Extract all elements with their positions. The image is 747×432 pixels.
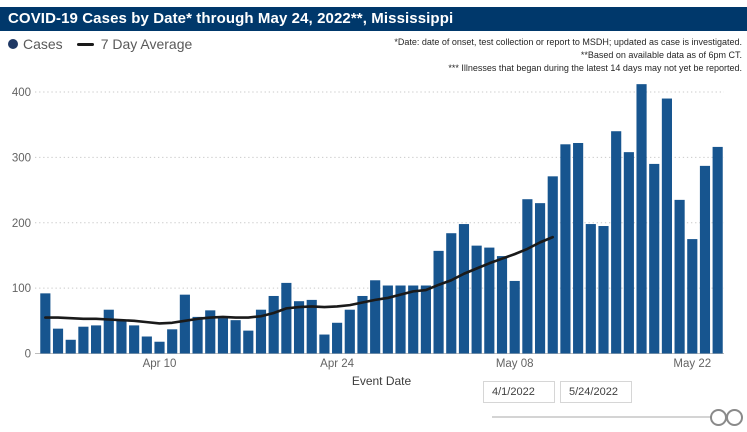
case-bar[interactable] xyxy=(661,98,672,354)
date-range-slider-handle-start[interactable] xyxy=(710,409,727,426)
case-bar[interactable] xyxy=(129,325,140,354)
case-bar[interactable] xyxy=(344,309,355,354)
cases-dot-icon xyxy=(8,39,18,49)
x-tick-label: Apr 24 xyxy=(320,358,354,370)
case-bar[interactable] xyxy=(217,318,229,354)
case-bar[interactable] xyxy=(547,176,558,354)
seven-day-average-line xyxy=(44,235,555,325)
legend-cases-label: Cases xyxy=(23,36,63,52)
case-bar[interactable] xyxy=(91,325,102,354)
case-bar[interactable] xyxy=(179,294,190,354)
case-bar[interactable] xyxy=(573,142,584,354)
title-bar-background xyxy=(0,7,747,31)
case-bar[interactable] xyxy=(103,309,114,354)
y-tick-label: 400 xyxy=(12,87,31,99)
case-bar[interactable] xyxy=(205,310,216,354)
footnotes: *Date: date of onset, test collection or… xyxy=(394,36,742,75)
case-bar[interactable] xyxy=(357,295,368,354)
case-bar[interactable] xyxy=(281,282,292,354)
y-tick-label: 100 xyxy=(12,283,31,295)
legend-avg-label: 7 Day Average xyxy=(100,36,193,52)
case-bar[interactable] xyxy=(484,247,495,354)
title-bar: COVID-19 Cases by Date* through May 24, … xyxy=(0,7,747,31)
footnote-data-asof: **Based on available data as of 6pm CT. xyxy=(580,50,742,60)
case-bar[interactable] xyxy=(420,285,431,354)
case-bar[interactable] xyxy=(370,280,381,354)
case-bar[interactable] xyxy=(395,285,406,354)
case-bar[interactable] xyxy=(293,301,305,354)
case-bar[interactable] xyxy=(332,322,343,354)
case-bar[interactable] xyxy=(382,285,393,354)
case-bar[interactable] xyxy=(116,319,127,354)
case-bar[interactable] xyxy=(78,326,89,354)
case-bar[interactable] xyxy=(306,299,317,354)
case-bar[interactable] xyxy=(471,245,482,354)
date-range-slider-handle-end[interactable] xyxy=(726,409,743,426)
footnote-latest14: *** Illnesses that began during the late… xyxy=(448,63,742,73)
case-bar[interactable] xyxy=(243,330,254,354)
case-bar[interactable] xyxy=(192,316,203,354)
case-bar[interactable] xyxy=(585,224,596,354)
chart-legend: Cases 7 Day Average xyxy=(8,35,192,53)
case-bar[interactable] xyxy=(65,339,76,354)
case-bar[interactable] xyxy=(623,152,634,354)
page-title: COVID-19 Cases by Date* through May 24, … xyxy=(8,10,454,27)
case-bar[interactable] xyxy=(255,309,267,354)
y-tick-label: 300 xyxy=(12,152,31,164)
case-bar[interactable] xyxy=(319,334,330,354)
end-date-input[interactable] xyxy=(560,381,632,403)
footnote-date: *Date: date of onset, test collection or… xyxy=(394,37,742,47)
avg-line-icon xyxy=(76,42,94,46)
x-tick-label: May 08 xyxy=(496,358,534,370)
case-bar[interactable] xyxy=(674,199,685,354)
case-bar[interactable] xyxy=(154,341,165,354)
case-bar[interactable] xyxy=(712,146,723,354)
case-bar[interactable] xyxy=(636,84,647,354)
case-bar[interactable] xyxy=(649,163,660,354)
case-bar[interactable] xyxy=(230,320,241,354)
case-bar[interactable] xyxy=(687,239,698,354)
case-bar[interactable] xyxy=(433,250,444,354)
case-bar[interactable] xyxy=(598,226,609,354)
x-tick-label: May 22 xyxy=(673,358,711,370)
y-tick-label: 0 xyxy=(25,349,31,361)
case-bar[interactable] xyxy=(446,233,457,354)
case-bar[interactable] xyxy=(141,336,152,354)
case-bar[interactable] xyxy=(534,203,546,354)
start-date-input[interactable] xyxy=(483,381,555,403)
case-bar[interactable] xyxy=(509,280,520,354)
case-bar[interactable] xyxy=(496,256,508,354)
y-tick-label: 200 xyxy=(12,218,31,230)
case-bar[interactable] xyxy=(52,328,64,354)
case-bar[interactable] xyxy=(522,199,533,354)
date-range-slider-track[interactable] xyxy=(492,416,712,418)
case-bar[interactable] xyxy=(268,295,279,354)
case-bar[interactable] xyxy=(699,165,711,354)
case-bar[interactable] xyxy=(611,131,622,354)
case-bar[interactable] xyxy=(458,224,470,354)
x-axis-title: Event Date xyxy=(351,374,412,388)
case-bar[interactable] xyxy=(408,285,419,354)
case-bar[interactable] xyxy=(167,329,178,354)
x-tick-label: Apr 10 xyxy=(143,358,177,370)
case-bar[interactable] xyxy=(560,144,571,354)
case-bar[interactable] xyxy=(40,293,51,354)
